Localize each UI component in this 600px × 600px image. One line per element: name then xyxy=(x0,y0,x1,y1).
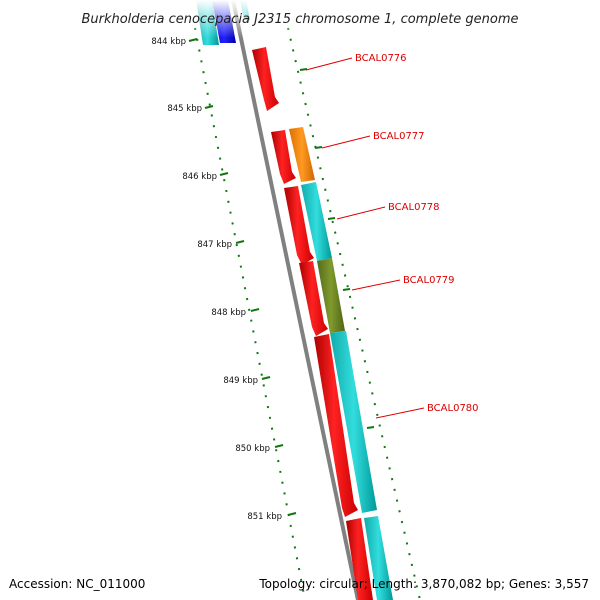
gene-red-inner-2 xyxy=(271,130,296,184)
kbp-label: 851 kbp xyxy=(247,512,282,522)
title-fade xyxy=(0,0,600,38)
outer-tick xyxy=(314,146,323,149)
gene-leader-line xyxy=(375,407,425,419)
kbp-tick xyxy=(188,38,198,42)
kbp-label: 846 kbp xyxy=(182,172,217,182)
kbp-label: 848 kbp xyxy=(211,308,246,318)
gene-olive-bcal0779 xyxy=(317,258,345,333)
kbp-tick xyxy=(274,444,284,448)
inner-dotted-guide xyxy=(194,27,306,600)
gene-leader-line xyxy=(321,135,371,149)
outer-tick xyxy=(327,217,336,220)
gene-leader-line xyxy=(351,279,401,291)
outer-tick xyxy=(366,426,375,429)
gene-label-bcal0779[interactable]: BCAL0779 xyxy=(403,275,455,286)
kbp-label: 850 kbp xyxy=(235,444,270,454)
gene-orange-bcal0777 xyxy=(289,127,315,182)
gene-cyan-bcal0778 xyxy=(301,182,332,261)
kbp-tick-group: 844 kbp 845 kbp 846 kbp 847 kbp 848 kbp … xyxy=(151,37,297,522)
kbp-label: 845 kbp xyxy=(167,104,202,114)
kbp-tick xyxy=(287,512,297,516)
gene-leader-group xyxy=(305,57,425,419)
kbp-tick xyxy=(219,172,229,176)
gene-red-inner-4 xyxy=(299,261,328,336)
accession-label: Accession: NC_011000 xyxy=(9,577,146,591)
kbp-tick xyxy=(204,105,214,109)
gene-leader-line xyxy=(336,206,386,220)
gene-label-bcal0780[interactable]: BCAL0780 xyxy=(427,403,479,414)
kbp-label: 847 kbp xyxy=(197,240,232,250)
gene-label-bcal0777[interactable]: BCAL0777 xyxy=(373,131,425,142)
genome-summary-label: Topology: circular; Length: 3,870,082 bp… xyxy=(259,577,589,591)
gene-red-inner-3 xyxy=(284,186,314,265)
gene-red-inner-6 xyxy=(346,518,373,600)
gene-label-bcal0778[interactable]: BCAL0778 xyxy=(388,202,440,213)
kbp-label: 844 kbp xyxy=(151,37,186,47)
outer-tick xyxy=(299,68,308,71)
gene-cyan-bcal0780 xyxy=(330,331,377,513)
map-title: Burkholderia cenocepacia J2315 chromosom… xyxy=(81,12,518,27)
kbp-label: 849 kbp xyxy=(223,376,258,386)
gene-red-bcal0776 xyxy=(252,47,279,111)
gene-red-inner-5 xyxy=(314,334,358,517)
outer-dotted-guide xyxy=(287,27,421,600)
gene-cyan-outer-6 xyxy=(364,516,393,600)
kbp-tick xyxy=(261,376,271,380)
kbp-tick xyxy=(250,308,260,312)
outer-tick xyxy=(342,288,351,291)
backbone-line xyxy=(231,0,360,600)
kbp-tick xyxy=(235,240,245,244)
outer-tick-group xyxy=(299,68,375,429)
gene-label-bcal0776[interactable]: BCAL0776 xyxy=(355,53,407,64)
gene-leader-line xyxy=(305,57,353,71)
